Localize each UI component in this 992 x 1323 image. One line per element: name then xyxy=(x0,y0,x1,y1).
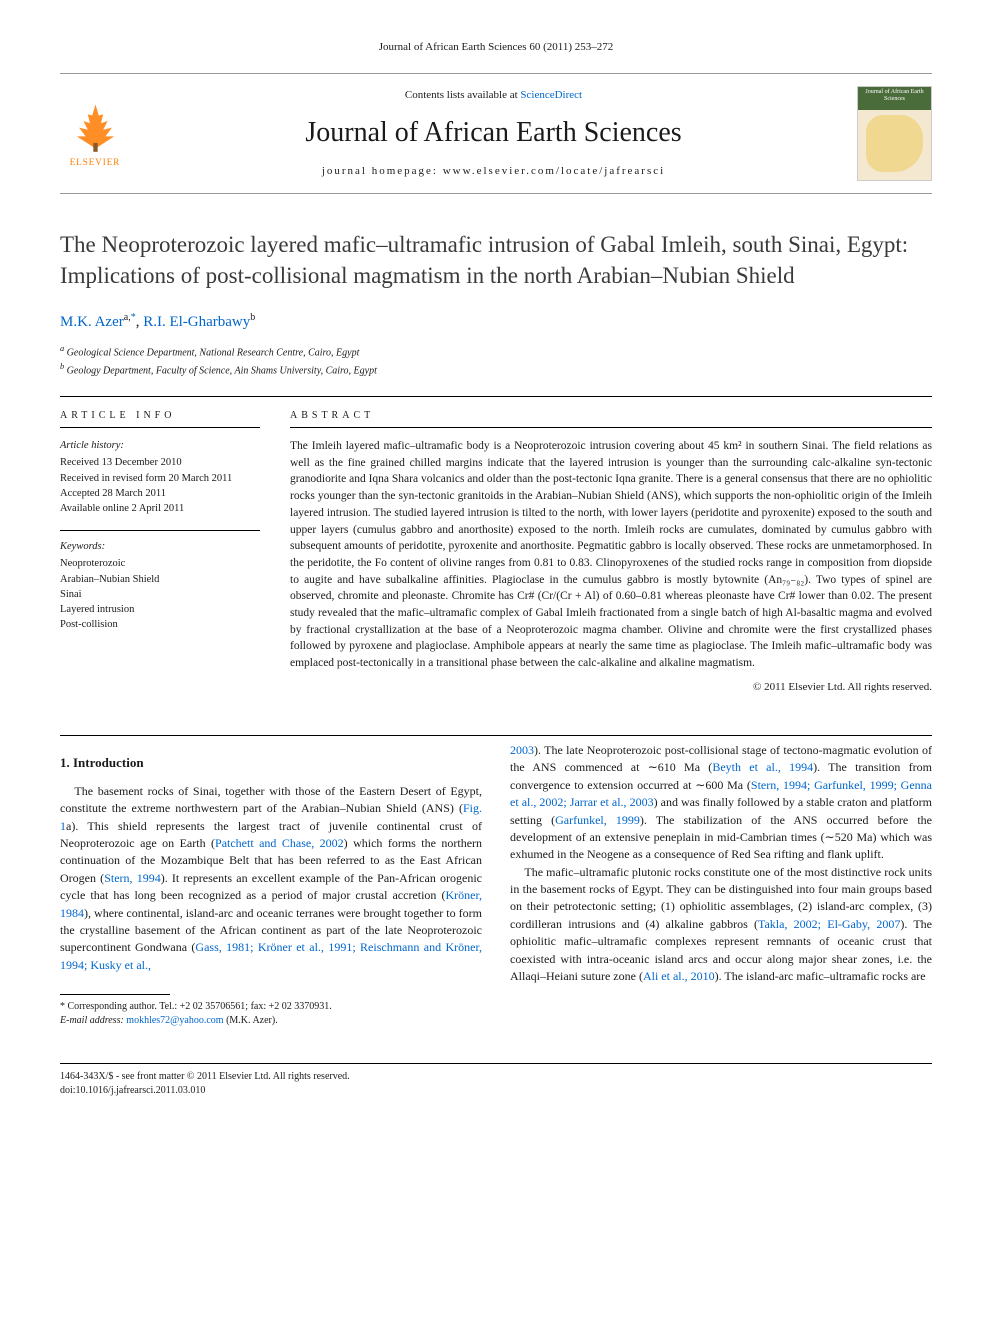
body-columns: 1. Introduction The basement rocks of Si… xyxy=(60,735,932,1028)
affiliations: a Geological Science Department, Nationa… xyxy=(60,343,932,378)
ref-link[interactable]: Garfunkel, 1999 xyxy=(555,813,640,827)
footer-line-1: 1464-343X/$ - see front matter © 2011 El… xyxy=(60,1070,932,1084)
page-footer: 1464-343X/$ - see front matter © 2011 El… xyxy=(60,1063,932,1098)
keyword: Layered intrusion xyxy=(60,602,260,617)
ref-link[interactable]: 2003 xyxy=(510,743,534,757)
running-header: Journal of African Earth Sciences 60 (20… xyxy=(60,40,932,55)
ref-link[interactable]: Takla, 2002; El-Gaby, 2007 xyxy=(758,917,900,931)
elsevier-label: ELSEVIER xyxy=(70,156,121,169)
ref-link[interactable]: Patchett and Chase, 2002 xyxy=(215,836,344,850)
history-title: Article history: xyxy=(60,438,260,453)
journal-name: Journal of African Earth Sciences xyxy=(144,113,843,152)
keywords-title: Keywords: xyxy=(60,539,260,554)
citation-text: Journal of African Earth Sciences 60 (20… xyxy=(379,41,614,53)
body-col-left: 1. Introduction The basement rocks of Si… xyxy=(60,742,482,1028)
ref-link[interactable]: Ali et al., 2010 xyxy=(643,969,715,983)
history-line: Accepted 28 March 2011 xyxy=(60,486,260,501)
article-info-column: ARTICLE INFO Article history: Received 1… xyxy=(60,409,260,695)
body-col-right: 2003). The late Neoproterozoic post-coll… xyxy=(510,742,932,1028)
history-line: Received 13 December 2010 xyxy=(60,455,260,470)
elsevier-logo[interactable]: ELSEVIER xyxy=(60,94,130,174)
corresponding-footnote: * Corresponding author. Tel.: +2 02 3570… xyxy=(60,1000,482,1028)
author-1-link[interactable]: M.K. Azer xyxy=(60,314,124,330)
footnote-rule xyxy=(60,994,170,995)
section-heading-1: 1. Introduction xyxy=(60,754,482,773)
masthead: ELSEVIER Contents lists available at Sci… xyxy=(60,73,932,194)
keyword: Arabian–Nubian Shield xyxy=(60,572,260,587)
keyword: Neoproterozoic xyxy=(60,556,260,571)
tree-icon xyxy=(68,99,123,154)
corresponding-email-link[interactable]: mokhles72@yahoo.com xyxy=(126,1015,223,1026)
journal-cover-thumb[interactable]: Journal of African Earth Sciences xyxy=(857,86,932,181)
history-line: Available online 2 April 2011 xyxy=(60,501,260,516)
abstract-copyright: © 2011 Elsevier Ltd. All rights reserved… xyxy=(290,680,932,695)
africa-map-icon xyxy=(866,115,923,172)
history-line: Received in revised form 20 March 2011 xyxy=(60,471,260,486)
ref-link[interactable]: Beyth et al., 1994 xyxy=(712,760,813,774)
author-2-link[interactable]: R.I. El-Gharbawy xyxy=(143,314,250,330)
abstract-column: ABSTRACT The Imleih layered mafic–ultram… xyxy=(290,409,932,695)
homepage-url[interactable]: www.elsevier.com/locate/jafrearsci xyxy=(443,165,665,177)
keyword: Post-collision xyxy=(60,617,260,632)
abstract-text: The Imleih layered mafic–ultramafic body… xyxy=(290,438,932,671)
abstract-label: ABSTRACT xyxy=(290,409,932,428)
sciencedirect-link[interactable]: ScienceDirect xyxy=(520,89,582,101)
homepage-line: journal homepage: www.elsevier.com/locat… xyxy=(144,164,843,179)
footer-doi: doi:10.1016/j.jafrearsci.2011.03.010 xyxy=(60,1084,932,1098)
ref-link[interactable]: Stern, 1994 xyxy=(104,871,161,885)
authors-line: M.K. Azera,*, R.I. El-Gharbawyb xyxy=(60,311,932,333)
article-title: The Neoproterozoic layered mafic–ultrama… xyxy=(60,229,932,291)
contents-line: Contents lists available at ScienceDirec… xyxy=(144,88,843,103)
keyword: Sinai xyxy=(60,587,260,602)
article-info-label: ARTICLE INFO xyxy=(60,409,260,428)
